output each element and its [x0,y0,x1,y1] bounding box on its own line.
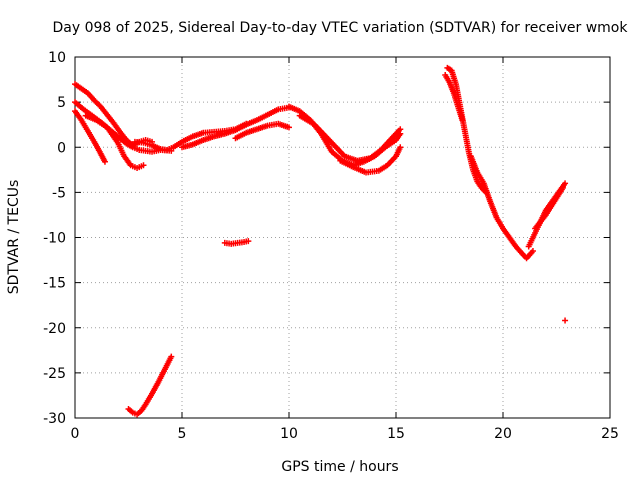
data-point [562,180,569,187]
y-axis-label: SDTVAR / TECUs [6,180,22,295]
y-tick-label: 0 [57,140,66,156]
x-tick-label: 5 [178,426,187,442]
y-tick-label: 10 [48,50,66,66]
data-point [529,248,536,255]
y-tick-label: -20 [43,321,66,337]
y-tick-label: -30 [43,411,66,427]
x-axis-label: GPS time / hours [281,459,398,475]
y-tick-label: -10 [43,231,66,247]
data-point [245,238,252,245]
data-point [397,126,404,133]
data-point [559,184,566,191]
data-points [72,64,569,418]
data-point [562,317,569,324]
data-point [140,162,147,169]
data-point [459,117,466,124]
data-point [101,158,108,165]
tick-labels: 0 5 10 15 20 25 -30 -25 -20 -15 -10 -5 0 5 10 [43,50,619,442]
y-tick-label: 5 [57,95,66,111]
x-tick-label: 10 [280,426,298,442]
data-point [168,353,175,360]
chart-title: Day 098 of 2025, Sidereal Day-to-day VTE… [53,20,629,36]
x-tick-label: 20 [494,426,512,442]
y-tick-label: -5 [52,185,66,201]
data-point [397,144,404,151]
x-tick-label: 25 [601,426,619,442]
y-tick-label: -15 [43,276,66,292]
data-point [286,124,292,131]
axis-ticks [74,56,611,419]
grid-lines [75,57,610,418]
x-tick-label: 15 [387,426,405,442]
y-tick-label: -25 [43,366,66,382]
x-tick-label: 0 [71,426,80,442]
